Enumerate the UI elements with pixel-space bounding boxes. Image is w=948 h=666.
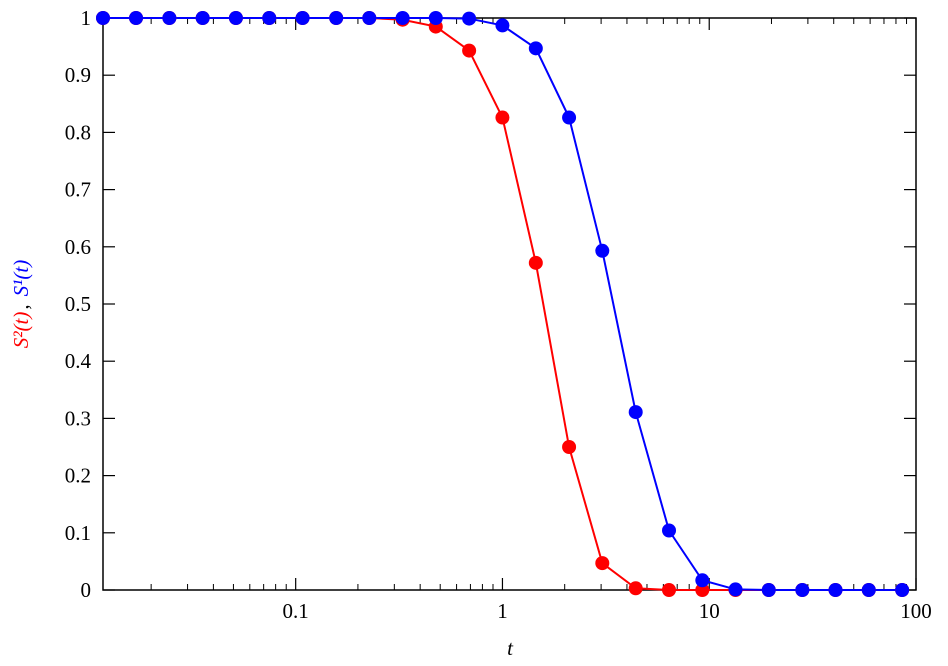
y-tick-label: 1 (81, 6, 92, 30)
data-point (462, 11, 477, 26)
y-tick-label: 0.6 (65, 235, 91, 259)
data-point (262, 11, 277, 25)
data-point (628, 581, 643, 596)
series-line (103, 17, 903, 591)
data-point (495, 18, 510, 33)
y-tick-label: 0.2 (65, 464, 91, 488)
y-label-part: , (9, 304, 33, 309)
data-point (628, 405, 643, 420)
y-label-part: S¹(t) (9, 260, 33, 297)
data-point (362, 11, 377, 25)
data-point (395, 11, 410, 25)
y-tick-label: 0.9 (65, 63, 91, 87)
x-tick-label: 1 (497, 599, 508, 623)
data-point (295, 11, 310, 25)
y-label-part: S²(t) (9, 312, 33, 349)
data-point (761, 583, 776, 597)
data-point (329, 11, 344, 25)
data-point (795, 583, 810, 597)
data-point (428, 11, 443, 25)
data-point (595, 556, 610, 571)
data-point (162, 11, 177, 25)
data-point (228, 11, 243, 25)
data-point (96, 11, 110, 25)
y-tick-label: 0.7 (65, 178, 91, 202)
data-point (495, 110, 510, 125)
series-line (103, 17, 903, 591)
y-tick-label: 0.5 (65, 292, 91, 316)
data-point (695, 583, 710, 597)
plot-frame (102, 17, 917, 591)
x-tick-label: 10 (699, 599, 720, 623)
data-point (462, 43, 477, 58)
data-point (662, 523, 677, 538)
y-tick-label: 0.1 (65, 521, 91, 545)
data-point (528, 255, 543, 270)
data-point (129, 11, 144, 25)
data-point (695, 573, 710, 588)
y-tick-label: 0.4 (65, 349, 92, 373)
x-tick-label: 100 (900, 599, 932, 623)
data-point (895, 583, 910, 597)
y-tick-label: 0.8 (65, 120, 91, 144)
x-axis-label: t (507, 636, 514, 660)
data-point (528, 41, 543, 56)
data-point (728, 582, 743, 597)
y-axis-label: S²(t), S¹(t) (9, 260, 33, 349)
data-point (595, 243, 610, 258)
data-point (562, 440, 577, 454)
x-tick-label: 0.1 (283, 599, 309, 623)
y-tick-label: 0.3 (65, 406, 91, 430)
data-point (562, 110, 577, 125)
data-point (828, 583, 843, 597)
y-tick-label: 0 (81, 578, 92, 602)
data-point (861, 583, 876, 597)
data-point (662, 583, 677, 597)
data-point (195, 11, 210, 25)
